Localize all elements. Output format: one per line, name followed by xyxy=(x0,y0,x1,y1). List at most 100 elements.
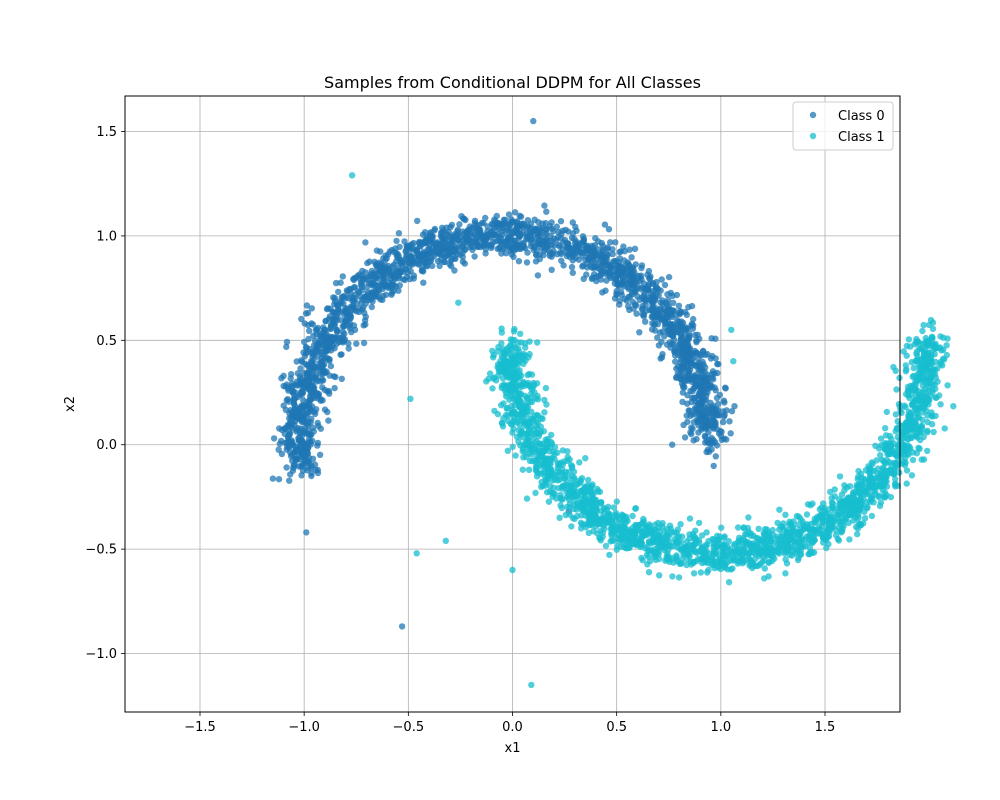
data-point xyxy=(489,385,496,392)
data-point xyxy=(471,238,478,245)
data-point xyxy=(718,428,725,436)
data-point xyxy=(466,243,473,251)
data-point xyxy=(753,534,760,542)
data-point xyxy=(920,456,928,463)
data-point xyxy=(610,268,617,275)
data-point xyxy=(278,450,286,458)
data-point xyxy=(332,279,340,287)
data-point xyxy=(595,520,603,527)
data-point xyxy=(853,523,860,531)
data-point xyxy=(695,391,702,398)
data-point xyxy=(617,543,625,551)
data-point xyxy=(548,241,556,249)
data-point xyxy=(675,574,683,581)
data-point xyxy=(291,462,298,469)
data-point xyxy=(677,375,684,382)
data-point xyxy=(512,452,519,459)
data-point xyxy=(646,275,653,282)
data-point xyxy=(650,297,657,304)
data-point xyxy=(893,386,900,393)
data-point xyxy=(787,535,794,542)
data-point xyxy=(928,337,935,344)
data-point xyxy=(388,289,396,297)
data-point xyxy=(726,546,733,553)
data-point xyxy=(905,336,913,343)
data-point xyxy=(713,425,721,433)
data-point xyxy=(419,267,426,274)
data-point xyxy=(366,258,373,265)
data-point xyxy=(525,466,533,473)
data-point xyxy=(506,373,513,380)
data-point xyxy=(678,560,685,567)
data-point xyxy=(928,421,936,428)
data-point xyxy=(875,445,883,452)
data-point xyxy=(658,276,665,283)
data-point xyxy=(515,258,523,265)
data-point xyxy=(452,255,459,262)
data-point xyxy=(628,254,635,261)
data-point xyxy=(718,524,725,531)
data-point xyxy=(517,330,524,337)
data-point xyxy=(459,249,466,257)
data-point xyxy=(561,236,569,244)
data-point xyxy=(924,374,931,381)
data-point xyxy=(919,389,926,396)
data-point xyxy=(585,529,592,537)
data-point xyxy=(912,405,919,412)
data-point xyxy=(298,418,306,425)
data-point xyxy=(382,256,389,264)
data-point xyxy=(309,437,316,444)
data-point xyxy=(471,253,478,260)
outlier-point xyxy=(442,537,449,544)
data-point xyxy=(516,417,524,424)
data-point xyxy=(528,390,535,397)
data-point xyxy=(296,373,304,380)
data-point xyxy=(636,296,643,303)
data-point xyxy=(493,230,500,238)
data-point xyxy=(735,557,742,564)
data-point xyxy=(721,534,728,541)
data-point xyxy=(742,539,750,547)
data-point xyxy=(298,315,305,323)
data-point xyxy=(304,361,311,369)
data-point xyxy=(868,512,876,520)
data-point xyxy=(401,238,408,245)
data-point xyxy=(576,459,583,466)
data-point xyxy=(745,514,752,521)
data-point xyxy=(456,221,463,228)
data-point xyxy=(546,457,553,465)
data-point xyxy=(651,538,658,546)
data-point xyxy=(505,384,512,391)
data-point xyxy=(755,525,762,532)
data-point xyxy=(403,243,411,251)
data-point xyxy=(402,253,410,260)
data-point xyxy=(698,382,705,389)
data-point xyxy=(719,418,727,426)
data-point xyxy=(766,533,773,540)
data-point xyxy=(590,490,598,497)
data-point xyxy=(639,520,646,527)
data-point xyxy=(280,402,287,409)
data-point xyxy=(795,554,802,561)
data-point xyxy=(370,280,377,287)
data-point xyxy=(330,373,338,380)
data-point xyxy=(638,264,645,272)
data-point xyxy=(678,325,685,333)
data-point xyxy=(371,270,379,277)
data-point xyxy=(448,241,455,248)
data-point xyxy=(299,460,306,468)
data-point xyxy=(553,236,560,244)
data-point xyxy=(439,241,447,249)
data-point xyxy=(854,530,861,538)
data-point xyxy=(626,246,633,253)
data-point xyxy=(524,371,531,379)
data-point xyxy=(573,506,580,513)
data-point xyxy=(652,526,659,534)
data-point xyxy=(489,347,496,355)
data-point xyxy=(929,319,937,326)
series-class-0 xyxy=(269,117,738,630)
data-point xyxy=(600,267,607,275)
data-point xyxy=(589,515,596,522)
data-point xyxy=(909,456,917,464)
data-point xyxy=(568,263,576,271)
